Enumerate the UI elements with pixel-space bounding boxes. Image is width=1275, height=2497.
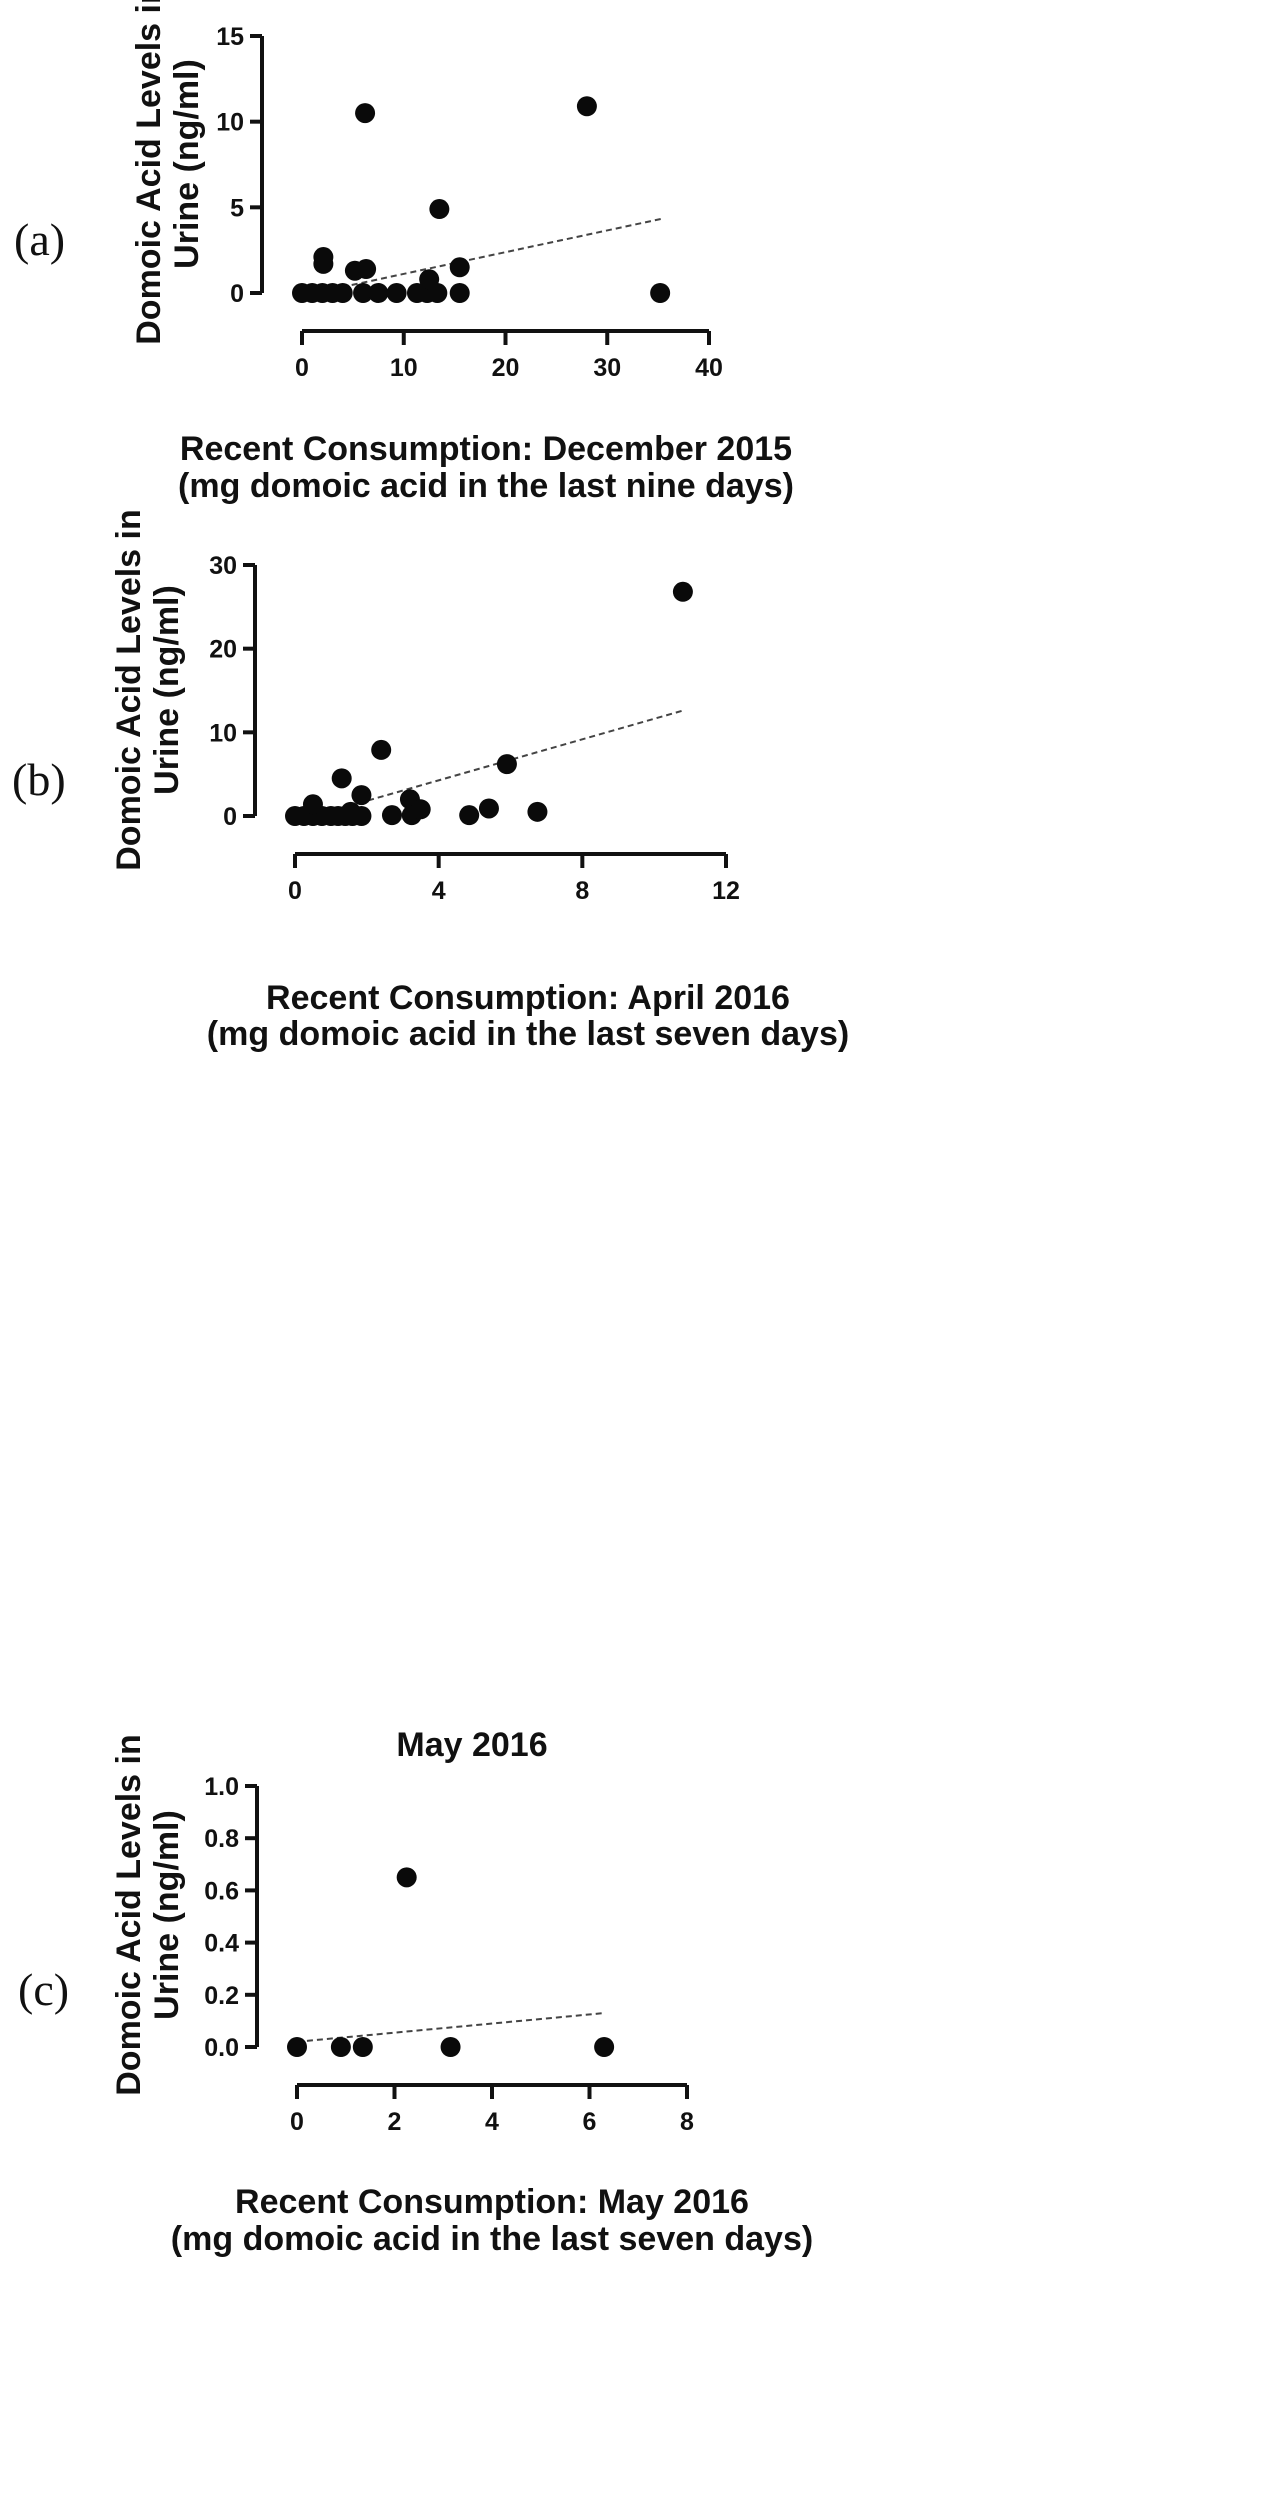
data-point <box>331 768 352 789</box>
data-point <box>340 801 361 822</box>
data-point <box>313 247 334 268</box>
panel-label: (b) <box>12 754 66 805</box>
x-axis-title: Recent Consumption: December 2015 <box>180 430 792 468</box>
data-point <box>527 801 548 822</box>
data-point <box>478 798 499 819</box>
data-point <box>459 805 480 826</box>
y-tick-label: 30 <box>209 552 237 580</box>
y-tick-label: 0.6 <box>204 1877 239 1905</box>
data-point <box>576 96 597 117</box>
data-point <box>368 283 389 303</box>
data-point <box>371 739 392 760</box>
x-tick-label: 20 <box>492 354 520 382</box>
data-point <box>440 2037 461 2057</box>
data-point <box>356 259 377 280</box>
x-tick-label: 0 <box>288 877 302 905</box>
y-tick-label: 10 <box>209 719 237 747</box>
y-tick-label: 15 <box>216 23 244 51</box>
y-axis-title: Urine (ng/ml) <box>148 1810 186 2020</box>
y-tick-label: 0.0 <box>204 2034 239 2062</box>
y-axis-title: Domoic Acid Levels in <box>110 1734 148 2096</box>
x-tick-label: 0 <box>295 354 309 382</box>
data-point <box>351 785 372 806</box>
x-tick-label: 40 <box>695 354 723 382</box>
y-tick-label: 0.4 <box>204 1930 239 1958</box>
y-axis-title: Domoic Acid Levels in <box>130 0 168 345</box>
x-tick-label: 30 <box>593 354 621 382</box>
panel-label: (c) <box>18 1964 69 2015</box>
data-point <box>410 799 431 820</box>
data-point <box>386 283 407 303</box>
x-axis-title: (mg domoic acid in the last seven days) <box>171 2220 813 2258</box>
data-point <box>449 257 470 278</box>
data-point <box>353 283 374 303</box>
data-point <box>650 283 671 303</box>
chart-title: May 2016 <box>396 1726 547 1764</box>
x-tick-label: 2 <box>388 2108 402 2136</box>
y-axis-title: Domoic Acid Levels in <box>110 509 148 871</box>
data-point <box>429 199 450 220</box>
x-tick-label: 4 <box>485 2108 499 2136</box>
data-point <box>496 754 517 775</box>
x-axis-title: (mg domoic acid in the last nine days) <box>178 467 794 505</box>
trendline <box>348 709 684 807</box>
data-point <box>594 2037 615 2057</box>
x-tick-label: 12 <box>712 877 740 905</box>
x-axis-title: (mg domoic acid in the last seven days) <box>207 1015 849 1053</box>
data-point <box>332 283 353 303</box>
x-tick-label: 10 <box>390 354 418 382</box>
y-tick-label: 0 <box>230 280 244 308</box>
y-axis-title: Urine (ng/ml) <box>168 59 206 269</box>
y-tick-label: 0.8 <box>204 1825 239 1853</box>
panel-label: (a) <box>14 214 65 265</box>
data-point <box>449 283 470 303</box>
x-tick-label: 0 <box>290 2108 304 2136</box>
trendline <box>296 2012 605 2043</box>
x-axis-title: Recent Consumption: April 2016 <box>266 979 790 1017</box>
y-tick-label: 20 <box>209 636 237 664</box>
data-point <box>302 794 323 815</box>
data-point <box>381 805 402 826</box>
chart-panel-1: 0 5 10 15 0 10 20 30 40 Domoic Acid Levels in Urin… <box>14 0 794 505</box>
x-tick-label: 8 <box>575 877 589 905</box>
chart-panel-3: 0.0 0.2 0.4 0.6 0.8 1.0 0 2 4 6 8 Domoic Acid Level… <box>18 1726 813 2258</box>
x-tick-label: 6 <box>583 2108 597 2136</box>
data-point <box>355 103 376 124</box>
y-tick-label: 10 <box>216 109 244 137</box>
chart-panel-2: 0 10 20 30 0 4 8 12 Domoic Acid Levels in Urine (… <box>12 509 849 1053</box>
y-tick-label: 0.2 <box>204 1982 239 2010</box>
trendline <box>322 217 664 293</box>
data-point <box>672 581 693 602</box>
data-point <box>396 1867 417 1888</box>
y-tick-label: 1.0 <box>204 1773 239 1801</box>
data-point <box>330 2037 351 2057</box>
x-axis-title: Recent Consumption: May 2016 <box>235 2183 749 2221</box>
y-tick-label: 5 <box>230 194 244 222</box>
data-point <box>287 2037 307 2057</box>
y-axis-title: Urine (ng/ml) <box>148 585 186 795</box>
x-tick-label: 8 <box>680 2108 694 2136</box>
x-tick-label: 4 <box>432 877 446 905</box>
data-point <box>352 2037 373 2057</box>
y-tick-label: 0 <box>223 803 237 831</box>
data-point <box>419 269 440 290</box>
